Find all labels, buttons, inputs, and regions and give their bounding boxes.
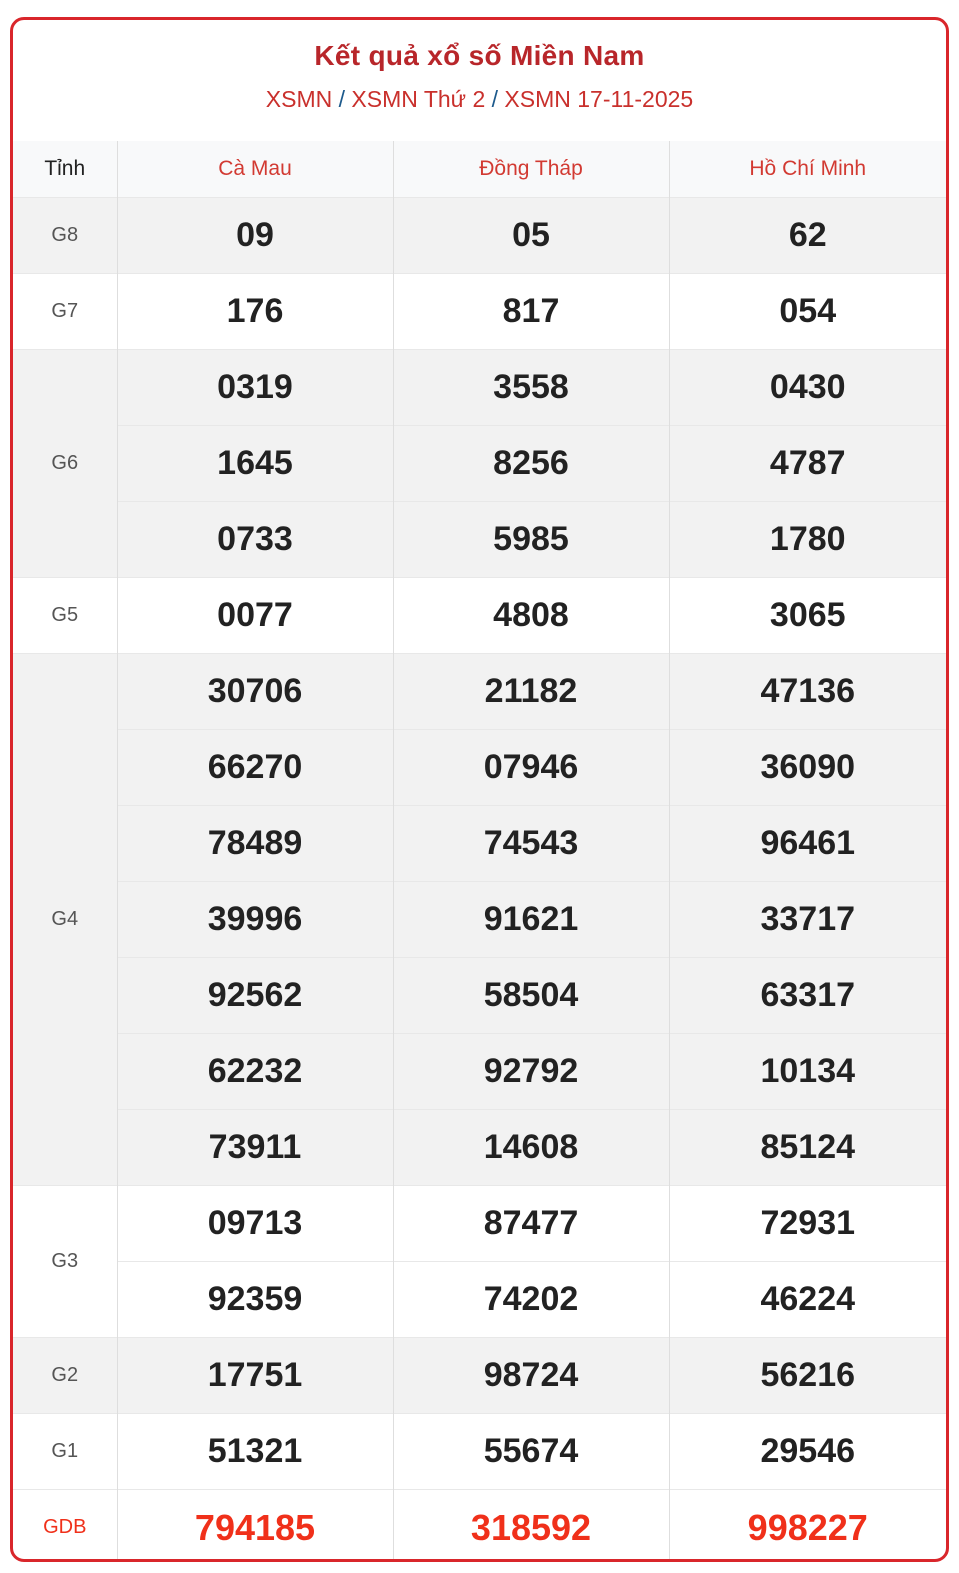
prize-number: 3065: [668, 577, 946, 654]
prize-number: 4787: [668, 425, 946, 502]
prize-number: 17751: [116, 1337, 393, 1414]
prize-label: GDB: [13, 1489, 117, 1559]
prize-number: 46224: [668, 1261, 946, 1338]
prize-number: 09713: [116, 1185, 393, 1262]
table-row: 78489 74543 96461: [13, 805, 946, 882]
table-row: 1645 8256 4787: [13, 425, 946, 502]
breadcrumb-xsmn[interactable]: XSMN: [265, 86, 333, 112]
table-header-row: Tỉnh Cà Mau Đồng Tháp Hồ Chí Minh: [13, 141, 946, 198]
prize-number: 0733: [116, 501, 393, 578]
prize-number: 91621: [392, 881, 669, 958]
prize-number: 72931: [668, 1185, 946, 1262]
prize-number: 0430: [668, 349, 946, 426]
results-table: Tỉnh Cà Mau Đồng Tháp Hồ Chí Minh G8 09 05…: [13, 141, 946, 1559]
prize-number: 63317: [668, 957, 946, 1034]
prize-number: 56216: [668, 1337, 946, 1414]
prize-number: 09: [116, 197, 393, 274]
table-row: G8 09 05 62: [13, 197, 946, 274]
prize-number: 55674: [392, 1413, 669, 1490]
prize-number: 85124: [668, 1109, 946, 1186]
special-prize-number: 794185: [116, 1489, 393, 1559]
prize-number: 30706: [116, 653, 393, 730]
prize-number: 817: [392, 273, 669, 350]
prize-number: 73911: [116, 1109, 393, 1186]
prize-label: G6: [13, 349, 117, 578]
prize-number: 87477: [392, 1185, 669, 1262]
prize-number: 0077: [116, 577, 393, 654]
prize-number: 05: [392, 197, 669, 274]
table-row: G1 51321 55674 29546: [13, 1413, 946, 1490]
prize-number: 3558: [392, 349, 669, 426]
column-header-province[interactable]: Cà Mau: [116, 141, 393, 198]
card-header: Kết quả xổ số Miền Nam XSMN / XSMN Thứ 2…: [13, 20, 946, 141]
prize-number: 8256: [392, 425, 669, 502]
breadcrumb-xsmn-thu-2[interactable]: XSMN Thứ 2: [351, 86, 486, 112]
prize-number: 07946: [392, 729, 669, 806]
prize-number: 5985: [392, 501, 669, 578]
prize-number: 21182: [392, 653, 669, 730]
prize-number: 054: [668, 273, 946, 350]
breadcrumb-separator: /: [491, 86, 499, 112]
table-row: G6 0319 3558 0430: [13, 349, 946, 578]
table-row: 39996 91621 33717: [13, 881, 946, 958]
prize-label: G7: [13, 273, 117, 350]
results-card: Kết quả xổ số Miền Nam XSMN / XSMN Thứ 2…: [10, 17, 949, 1562]
table-row: GDB 794185 318592 998227: [13, 1489, 946, 1559]
table-row: 92359 74202 46224: [13, 1261, 946, 1338]
table-row: G3 09713 87477 72931: [13, 1185, 946, 1338]
breadcrumb-separator: /: [338, 86, 345, 112]
special-prize-number: 318592: [392, 1489, 669, 1559]
prize-number: 4808: [392, 577, 669, 654]
prize-number: 58504: [392, 957, 669, 1034]
prize-label: G8: [13, 197, 117, 274]
prize-number: 47136: [668, 653, 946, 730]
prize-number: 98724: [392, 1337, 669, 1414]
prize-number: 176: [116, 273, 393, 350]
prize-number: 39996: [116, 881, 393, 958]
prize-number: 10134: [668, 1033, 946, 1110]
prize-number: 78489: [116, 805, 393, 882]
column-header-province[interactable]: Đồng Tháp: [392, 141, 669, 198]
prize-label: G1: [13, 1413, 117, 1490]
prize-number: 74202: [392, 1261, 669, 1338]
prize-number: 66270: [116, 729, 393, 806]
prize-number: 62: [668, 197, 946, 274]
prize-label: G5: [13, 577, 117, 654]
table-row: 62232 92792 10134: [13, 1033, 946, 1110]
table-row: G7 176 817 054: [13, 273, 946, 350]
table-row: G5 0077 4808 3065: [13, 577, 946, 654]
prize-label: G3: [13, 1185, 117, 1338]
prize-number: 62232: [116, 1033, 393, 1110]
table-row: 92562 58504 63317: [13, 957, 946, 1034]
prize-label: G4: [13, 653, 117, 1186]
breadcrumb: XSMN / XSMN Thứ 2 / XSMN 17-11-2025: [13, 86, 946, 113]
breadcrumb-xsmn-date: XSMN 17-11-2025: [504, 86, 694, 112]
table-row: G4 30706 21182 47136: [13, 653, 946, 1186]
prize-number: 74543: [392, 805, 669, 882]
page-title: Kết quả xổ số Miền Nam: [314, 40, 645, 71]
table-row: 0733 5985 1780: [13, 501, 946, 578]
special-prize-number: 998227: [668, 1489, 946, 1559]
prize-number: 29546: [668, 1413, 946, 1490]
prize-number: 1645: [116, 425, 393, 502]
column-header-tinh: Tỉnh: [13, 141, 117, 198]
prize-number: 14608: [392, 1109, 669, 1186]
table-row: 73911 14608 85124: [13, 1109, 946, 1186]
prize-number: 96461: [668, 805, 946, 882]
prize-number: 92359: [116, 1261, 393, 1338]
column-header-province[interactable]: Hồ Chí Minh: [668, 141, 946, 198]
prize-number: 1780: [668, 501, 946, 578]
prize-number: 33717: [668, 881, 946, 958]
prize-label: G2: [13, 1337, 117, 1414]
table-row: G2 17751 98724 56216: [13, 1337, 946, 1414]
table-row: 66270 07946 36090: [13, 729, 946, 806]
prize-number: 36090: [668, 729, 946, 806]
prize-number: 51321: [116, 1413, 393, 1490]
prize-number: 0319: [116, 349, 393, 426]
prize-number: 92562: [116, 957, 393, 1034]
prize-number: 92792: [392, 1033, 669, 1110]
